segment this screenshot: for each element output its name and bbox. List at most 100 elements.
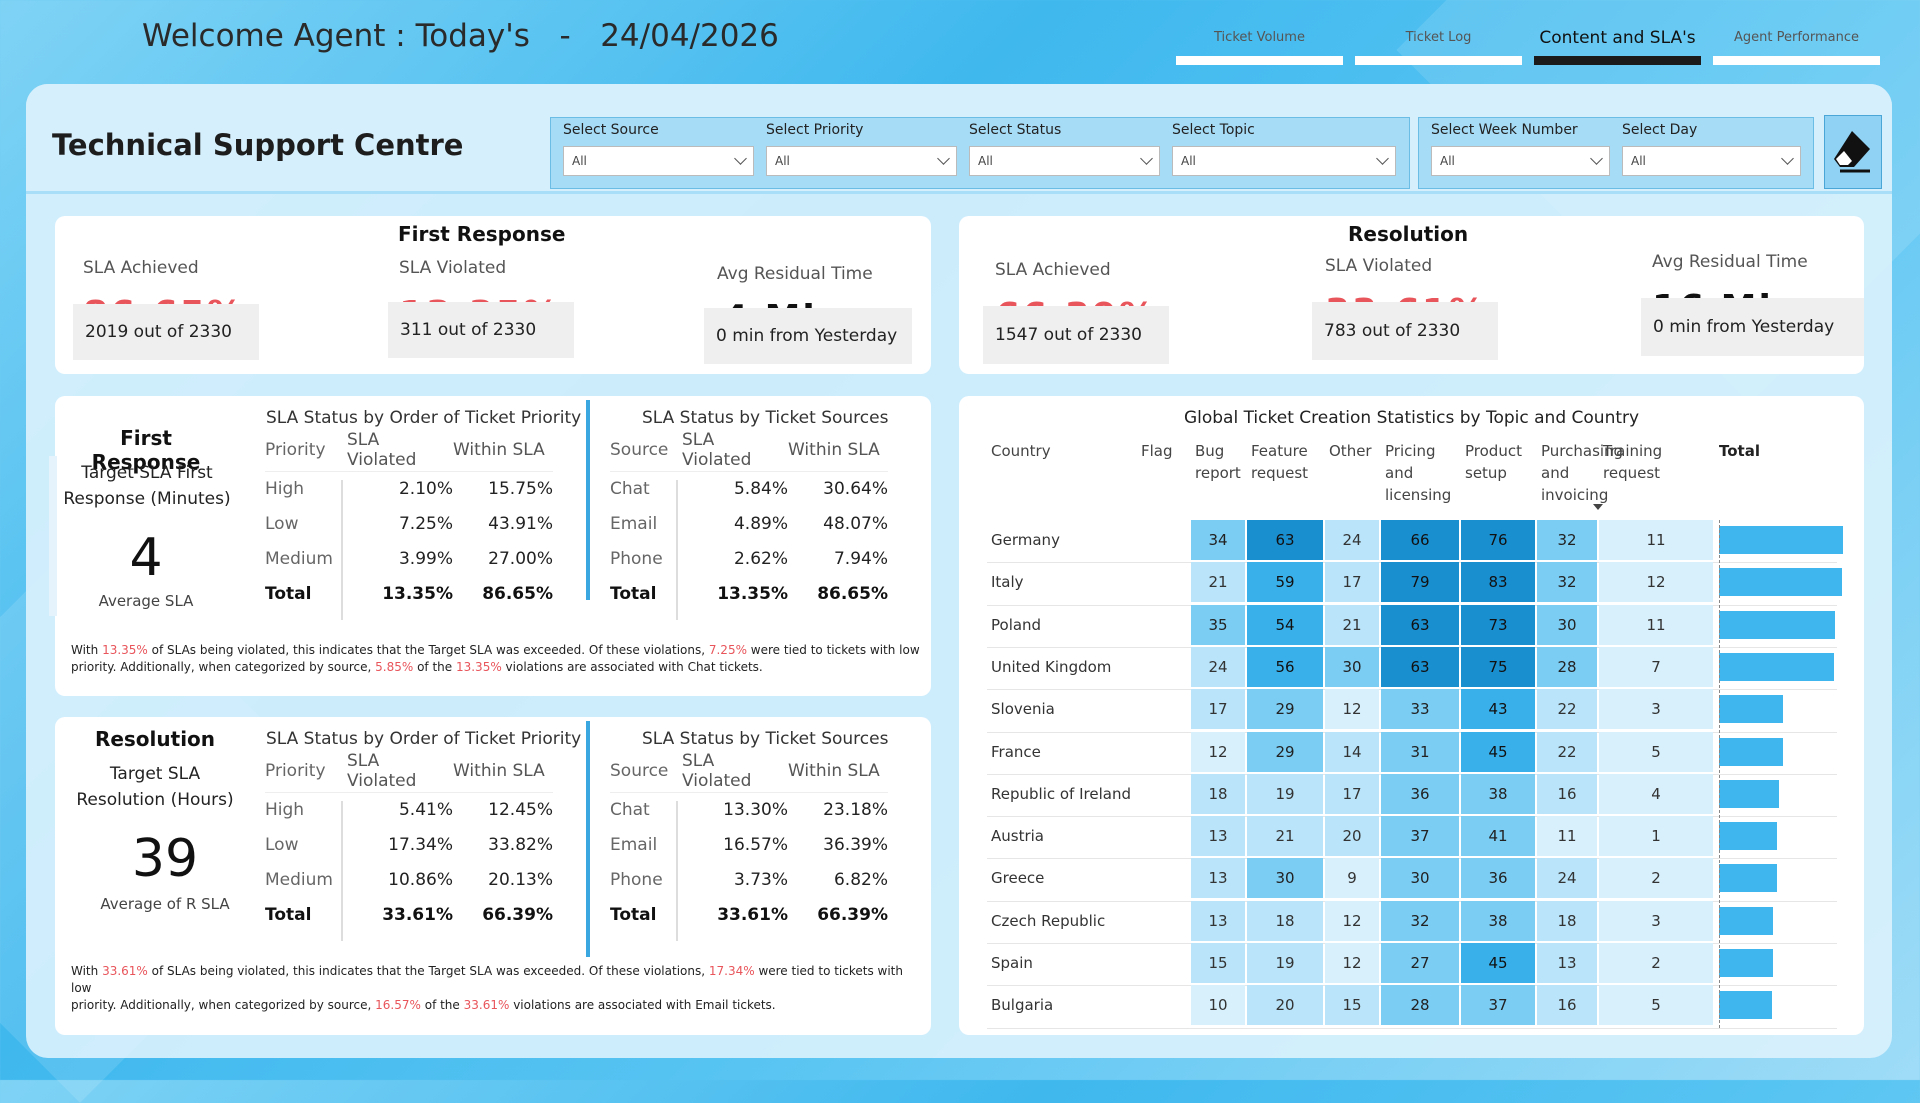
matrix-cell[interactable]: 17	[1325, 773, 1379, 814]
priority-dropdown[interactable]: All	[766, 146, 957, 176]
matrix-cell[interactable]: 11	[1537, 816, 1597, 857]
total-bar[interactable]	[1719, 906, 1774, 935]
matrix-cell[interactable]: 32	[1537, 562, 1597, 603]
matrix-cell[interactable]: 36	[1461, 858, 1535, 899]
matrix-cell[interactable]: 1	[1599, 816, 1713, 857]
matrix-cell[interactable]: 19	[1247, 943, 1323, 983]
matrix-column-header[interactable]: Other	[1329, 442, 1372, 460]
matrix-cell[interactable]: 22	[1537, 689, 1597, 730]
matrix-cell[interactable]: 29	[1247, 731, 1323, 772]
matrix-cell[interactable]: 14	[1325, 731, 1379, 772]
total-bar[interactable]	[1719, 695, 1784, 724]
matrix-cell[interactable]: 28	[1537, 646, 1597, 687]
matrix-cell[interactable]: 73	[1461, 604, 1535, 645]
matrix-cell[interactable]: 30	[1381, 858, 1459, 899]
matrix-cell[interactable]: 37	[1461, 985, 1535, 1026]
matrix-cell[interactable]: 12	[1599, 562, 1713, 603]
matrix-cell[interactable]: 15	[1191, 943, 1245, 983]
total-bar[interactable]	[1719, 526, 1843, 554]
matrix-column-header[interactable]: Country	[991, 442, 1051, 460]
matrix-cell[interactable]: 83	[1461, 562, 1535, 603]
total-bar[interactable]	[1719, 610, 1836, 639]
matrix-column-header[interactable]: Feature request	[1251, 442, 1309, 482]
matrix-cell[interactable]: 66	[1381, 520, 1459, 560]
matrix-cell[interactable]: 5	[1599, 731, 1713, 772]
matrix-cell[interactable]: 54	[1247, 604, 1323, 645]
matrix-cell[interactable]: 38	[1461, 900, 1535, 941]
matrix-cell[interactable]: 31	[1381, 731, 1459, 772]
matrix-cell[interactable]: 30	[1247, 858, 1323, 899]
matrix-cell[interactable]: 35	[1191, 604, 1245, 645]
matrix-cell[interactable]: 45	[1461, 731, 1535, 772]
matrix-cell[interactable]: 63	[1247, 520, 1323, 560]
matrix-cell[interactable]: 33	[1381, 689, 1459, 730]
matrix-cell[interactable]: 13	[1191, 858, 1245, 899]
matrix-column-header[interactable]: Total	[1719, 442, 1760, 460]
matrix-cell[interactable]: 38	[1461, 773, 1535, 814]
matrix-country-label[interactable]: Italy	[991, 573, 1024, 592]
matrix-cell[interactable]: 17	[1191, 689, 1245, 730]
source-dropdown[interactable]: All	[563, 146, 754, 176]
sort-desc-icon[interactable]	[1593, 504, 1603, 510]
matrix-cell[interactable]: 56	[1247, 646, 1323, 687]
matrix-country-label[interactable]: Czech Republic	[991, 911, 1106, 930]
matrix-country-label[interactable]: Germany	[991, 531, 1060, 549]
matrix-cell[interactable]: 24	[1191, 646, 1245, 687]
matrix-cell[interactable]: 63	[1381, 604, 1459, 645]
matrix-cell[interactable]: 13	[1191, 816, 1245, 857]
matrix-cell[interactable]: 12	[1325, 689, 1379, 730]
matrix-cell[interactable]: 28	[1381, 985, 1459, 1026]
matrix-cell[interactable]: 5	[1599, 985, 1713, 1026]
matrix-cell[interactable]: 18	[1247, 900, 1323, 941]
total-bar[interactable]	[1719, 779, 1779, 808]
matrix-country-label[interactable]: United Kingdom	[991, 657, 1112, 676]
matrix-cell[interactable]: 21	[1325, 604, 1379, 645]
matrix-cell[interactable]: 21	[1247, 816, 1323, 857]
matrix-cell[interactable]: 75	[1461, 646, 1535, 687]
clear-filters-button[interactable]	[1824, 115, 1882, 189]
matrix-cell[interactable]: 79	[1381, 562, 1459, 603]
matrix-cell[interactable]: 7	[1599, 646, 1713, 687]
matrix-cell[interactable]: 12	[1325, 900, 1379, 941]
matrix-cell[interactable]: 10	[1191, 985, 1245, 1026]
matrix-cell[interactable]: 59	[1247, 562, 1323, 603]
matrix-cell[interactable]: 13	[1537, 943, 1597, 983]
matrix-country-label[interactable]: Poland	[991, 615, 1042, 634]
matrix-cell[interactable]: 16	[1537, 985, 1597, 1026]
day-dropdown[interactable]: All	[1622, 146, 1801, 176]
matrix-cell[interactable]: 22	[1537, 731, 1597, 772]
matrix-country-label[interactable]: Greece	[991, 869, 1045, 888]
matrix-cell[interactable]: 18	[1537, 900, 1597, 941]
matrix-cell[interactable]: 20	[1325, 816, 1379, 857]
matrix-cell[interactable]: 43	[1461, 689, 1535, 730]
matrix-cell[interactable]: 2	[1599, 858, 1713, 899]
matrix-cell[interactable]: 30	[1325, 646, 1379, 687]
total-bar[interactable]	[1719, 991, 1773, 1020]
matrix-cell[interactable]: 36	[1381, 773, 1459, 814]
matrix-cell[interactable]: 12	[1325, 943, 1379, 983]
matrix-cell[interactable]: 24	[1325, 520, 1379, 560]
matrix-cell[interactable]: 34	[1191, 520, 1245, 560]
matrix-cell[interactable]: 76	[1461, 520, 1535, 560]
matrix-country-label[interactable]: Republic of Ireland	[991, 784, 1131, 803]
matrix-cell[interactable]: 17	[1325, 562, 1379, 603]
matrix-cell[interactable]: 11	[1599, 520, 1713, 560]
total-bar[interactable]	[1719, 949, 1773, 977]
matrix-cell[interactable]: 41	[1461, 816, 1535, 857]
matrix-cell[interactable]: 19	[1247, 773, 1323, 814]
matrix-cell[interactable]: 15	[1325, 985, 1379, 1026]
matrix-column-header[interactable]: Flag	[1141, 442, 1173, 460]
matrix-country-label[interactable]: Austria	[991, 827, 1044, 846]
matrix-country-label[interactable]: Bulgaria	[991, 996, 1054, 1015]
total-bar[interactable]	[1719, 822, 1778, 851]
matrix-column-header[interactable]: Bug report	[1195, 442, 1241, 482]
total-bar[interactable]	[1719, 737, 1784, 766]
matrix-country-label[interactable]: France	[991, 742, 1041, 761]
matrix-cell[interactable]: 20	[1247, 985, 1323, 1026]
matrix-cell[interactable]: 3	[1599, 689, 1713, 730]
status-dropdown[interactable]: All	[969, 146, 1160, 176]
matrix-column-header[interactable]: Training request	[1603, 442, 1663, 482]
matrix-country-label[interactable]: Slovenia	[991, 700, 1055, 719]
matrix-cell[interactable]: 13	[1191, 900, 1245, 941]
matrix-cell[interactable]: 21	[1191, 562, 1245, 603]
